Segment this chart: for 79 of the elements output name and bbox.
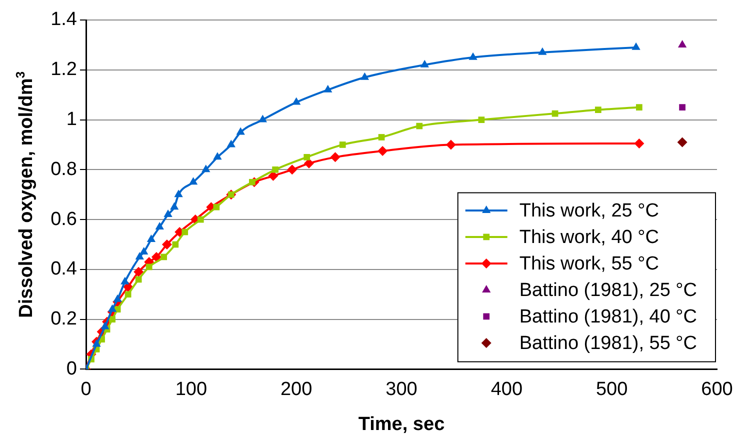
point xyxy=(108,304,117,312)
point xyxy=(109,316,116,322)
y-tick-label: 0.4 xyxy=(50,258,78,280)
point xyxy=(174,190,183,198)
point xyxy=(324,84,332,92)
y-tick-label: 0.8 xyxy=(50,158,77,180)
y-tick-label: 1.2 xyxy=(50,59,77,80)
point xyxy=(146,264,152,270)
point xyxy=(160,254,168,260)
point xyxy=(378,134,385,140)
point xyxy=(146,234,156,242)
point xyxy=(226,140,236,148)
point xyxy=(170,202,179,210)
point xyxy=(140,246,148,254)
point xyxy=(188,177,198,185)
point xyxy=(162,239,172,250)
point xyxy=(135,252,144,260)
legend-label: Battino (1981), 25 °C xyxy=(519,280,698,302)
legend-label: This work, 40 °C xyxy=(519,227,659,248)
point xyxy=(420,60,429,68)
point xyxy=(197,216,204,223)
point xyxy=(258,114,268,122)
point xyxy=(151,252,162,262)
point xyxy=(679,104,686,110)
point xyxy=(287,164,298,175)
point xyxy=(678,40,687,48)
point xyxy=(677,137,688,148)
point xyxy=(164,210,172,218)
point xyxy=(304,158,314,168)
point xyxy=(213,152,222,160)
point xyxy=(468,52,478,60)
legend-label: Battino (1981), 40 °C xyxy=(519,306,698,328)
x-tick-label: 400 xyxy=(490,378,523,400)
point xyxy=(213,204,220,210)
y-tick-label: 1.4 xyxy=(50,9,78,30)
y-tick-label: 0.6 xyxy=(50,208,77,230)
x-tick-label: 0 xyxy=(80,378,92,400)
point xyxy=(120,276,130,284)
legend-label: This work, 25 °C xyxy=(519,200,659,222)
point xyxy=(134,266,144,277)
legend-label: This work, 55 °C xyxy=(519,254,659,275)
x-tick-label: 500 xyxy=(596,378,628,400)
point xyxy=(172,241,179,248)
point xyxy=(182,228,188,236)
point xyxy=(446,140,456,150)
point xyxy=(92,339,101,347)
y-axis-title: Dissolved oxygen, mol/dm3 xyxy=(13,71,37,318)
point xyxy=(636,104,642,110)
point xyxy=(538,47,547,55)
point xyxy=(478,116,485,123)
point xyxy=(248,178,256,186)
point xyxy=(155,222,164,230)
point xyxy=(304,154,310,160)
legend-label: Battino (1981), 55 °C xyxy=(519,333,698,354)
point xyxy=(339,142,346,148)
point xyxy=(292,97,301,105)
y-tick-label: 0.2 xyxy=(50,308,77,330)
point xyxy=(330,152,340,162)
x-tick-label: 300 xyxy=(386,378,418,400)
point xyxy=(416,122,423,130)
point xyxy=(272,166,278,173)
point xyxy=(360,72,370,80)
point xyxy=(594,106,602,113)
x-tick-label: 200 xyxy=(280,378,312,400)
point xyxy=(236,127,245,135)
point xyxy=(634,138,644,148)
point xyxy=(113,294,122,302)
point xyxy=(135,276,142,283)
x-axis-title: Time, sec xyxy=(358,414,446,434)
point xyxy=(268,170,278,181)
point xyxy=(378,146,388,156)
point xyxy=(202,164,210,172)
y-tick-label: 1 xyxy=(66,109,77,130)
point xyxy=(124,291,132,298)
y-tick-label: 0 xyxy=(66,358,77,380)
point xyxy=(100,322,110,330)
x-tick-label: 100 xyxy=(175,378,208,400)
x-tick-label: 600 xyxy=(701,378,733,400)
point xyxy=(632,42,640,50)
